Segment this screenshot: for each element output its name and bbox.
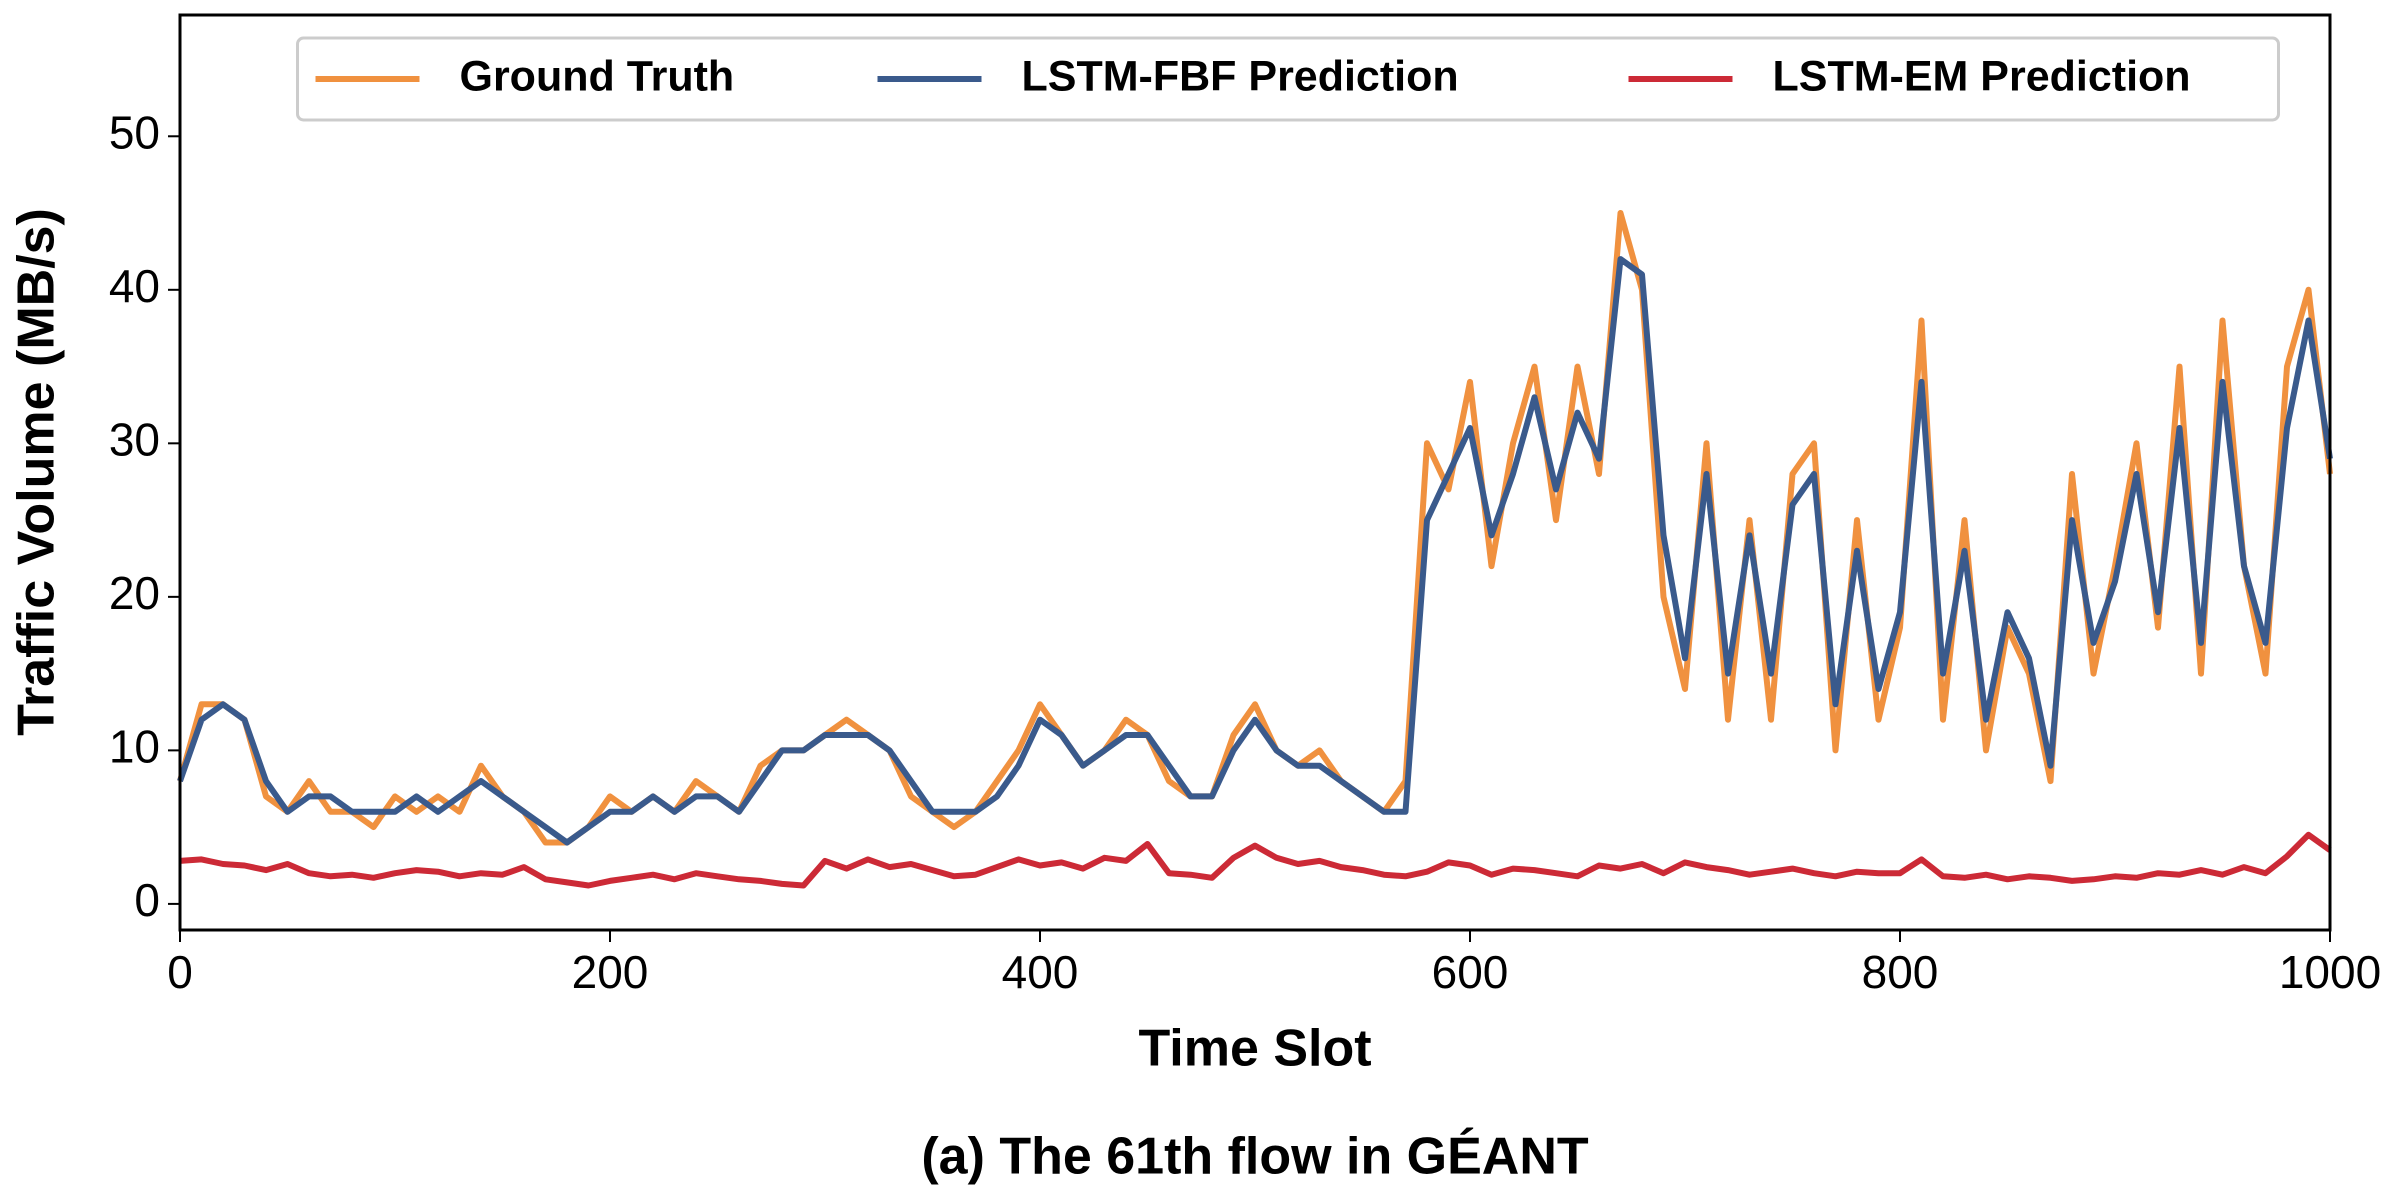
y-tick-label: 0 [134,874,160,926]
x-tick-label: 600 [1432,946,1509,998]
x-tick-label: 200 [572,946,649,998]
y-tick-label: 40 [109,260,160,312]
legend-box [296,36,2280,122]
legend-label: LSTM-FBF Prediction [1022,52,1459,100]
y-tick-label: 10 [109,721,160,773]
x-tick-label: 400 [1002,946,1079,998]
series-line [177,210,2333,846]
y-tick-label: 20 [109,567,160,619]
plot-frame [178,13,2332,932]
x-axis-label: Time Slot [1138,1020,1371,1078]
legend-label: Ground Truth [460,52,735,100]
x-tick-label: 800 [1862,946,1939,998]
series-line [179,831,2332,889]
y-tick-label: 30 [109,413,160,465]
x-tick-label: 1000 [2279,946,2381,998]
y-axis-label: Traffic Volume (MB/s) [8,208,66,736]
x-tick-label: 0 [167,946,193,998]
series-line [177,256,2333,846]
y-tick-label: 50 [109,106,160,158]
legend: Ground Truth LSTM-FBF Prediction LSTM-EM P… [296,36,2280,122]
legend-label: LSTM-EM Prediction [1773,52,2191,100]
caption: (a) The 61th flow in GÉANT [921,1128,1589,1186]
